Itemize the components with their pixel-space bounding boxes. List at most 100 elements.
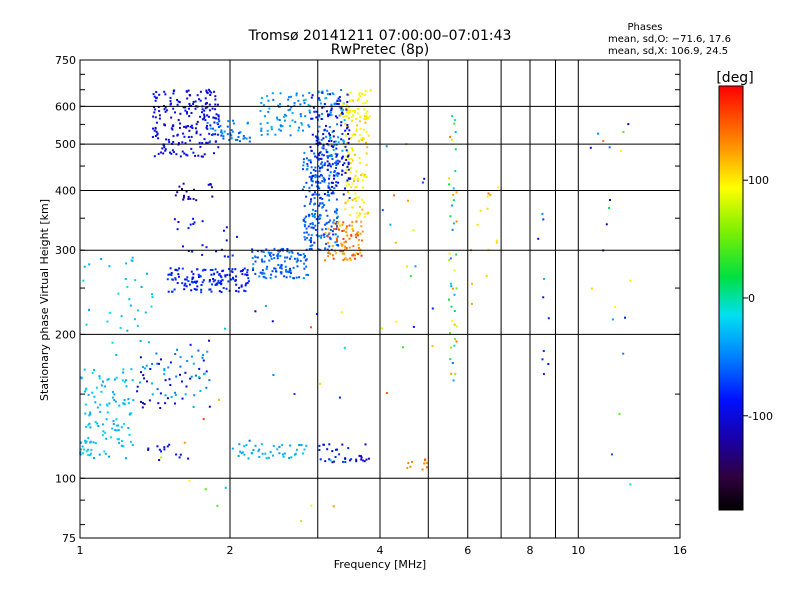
- data-point: [201, 111, 203, 114]
- data-point: [279, 255, 282, 257]
- data-point: [366, 100, 369, 103]
- data-point: [209, 183, 212, 186]
- data-point: [344, 457, 347, 460]
- data-point: [451, 362, 454, 364]
- data-point: [330, 165, 332, 168]
- data-point: [241, 451, 244, 454]
- data-point: [189, 343, 192, 346]
- data-point: [121, 379, 124, 382]
- data-point: [231, 268, 234, 271]
- data-point: [455, 340, 458, 343]
- data-point: [156, 388, 159, 391]
- data-point: [181, 397, 184, 400]
- data-point: [347, 161, 350, 164]
- data-point: [192, 273, 195, 276]
- data-point: [454, 170, 457, 172]
- data-point: [268, 259, 271, 262]
- data-point: [272, 444, 275, 447]
- data-point: [288, 457, 291, 459]
- data-point: [176, 133, 179, 136]
- data-point: [330, 109, 333, 111]
- data-point: [163, 90, 166, 93]
- data-point: [361, 172, 364, 175]
- data-point: [288, 96, 290, 99]
- data-point: [624, 316, 626, 319]
- data-point: [328, 132, 330, 135]
- data-point: [306, 168, 309, 171]
- data-point: [357, 107, 360, 110]
- data-point: [342, 250, 345, 253]
- data-point: [335, 252, 338, 255]
- data-point: [332, 228, 335, 231]
- data-point: [200, 288, 203, 291]
- data-point: [80, 448, 83, 451]
- data-point: [335, 184, 338, 187]
- data-point: [146, 380, 148, 383]
- data-point: [252, 267, 255, 270]
- data-point: [318, 170, 321, 173]
- data-point: [341, 155, 344, 158]
- data-point: [228, 139, 231, 141]
- data-point: [323, 178, 326, 181]
- data-point: [331, 230, 334, 233]
- data-point: [247, 457, 250, 460]
- data-point: [270, 251, 273, 254]
- data-point: [614, 306, 617, 308]
- data-point: [106, 403, 108, 406]
- data-point: [360, 174, 363, 177]
- data-point: [323, 103, 326, 105]
- data-point: [136, 385, 139, 388]
- data-point: [298, 253, 301, 256]
- data-point: [226, 133, 229, 136]
- data-point: [236, 138, 239, 141]
- data-point: [232, 276, 234, 279]
- data-point: [412, 229, 415, 232]
- data-point: [284, 113, 286, 116]
- data-point: [363, 108, 366, 111]
- data-point: [101, 434, 104, 437]
- data-point: [537, 237, 540, 240]
- data-point: [310, 226, 313, 229]
- data-point: [85, 425, 88, 428]
- data-point: [271, 92, 274, 95]
- data-point: [486, 195, 489, 198]
- data-point: [261, 260, 264, 263]
- data-point: [208, 132, 211, 135]
- data-point: [234, 279, 237, 282]
- data-point: [333, 140, 336, 143]
- data-point: [282, 455, 285, 458]
- data-point: [345, 134, 347, 137]
- data-point: [222, 137, 225, 140]
- data-point: [176, 191, 179, 194]
- data-point: [332, 145, 335, 148]
- data-point: [342, 238, 345, 240]
- data-point: [199, 145, 202, 148]
- data-point: [354, 257, 356, 260]
- data-point: [165, 109, 168, 112]
- data-point: [184, 278, 187, 281]
- data-point: [325, 135, 328, 138]
- data-point: [181, 282, 184, 285]
- data-point: [210, 273, 213, 276]
- data-point: [246, 271, 249, 274]
- data-point: [367, 134, 370, 137]
- data-point: [367, 211, 370, 214]
- data-point: [196, 120, 199, 123]
- cluster-scatter-8-9: [537, 212, 550, 375]
- data-point: [103, 450, 106, 453]
- data-point: [347, 177, 350, 180]
- data-point: [495, 241, 498, 244]
- data-point: [356, 212, 359, 215]
- data-point: [328, 236, 331, 239]
- data-point: [301, 452, 304, 455]
- data-point: [151, 296, 154, 299]
- data-point: [259, 110, 262, 112]
- data-point: [235, 283, 238, 286]
- data-point: [363, 118, 366, 120]
- data-point: [279, 266, 282, 269]
- data-point: [347, 110, 350, 113]
- data-point: [189, 125, 192, 128]
- data-point: [449, 358, 452, 361]
- data-point: [192, 276, 195, 279]
